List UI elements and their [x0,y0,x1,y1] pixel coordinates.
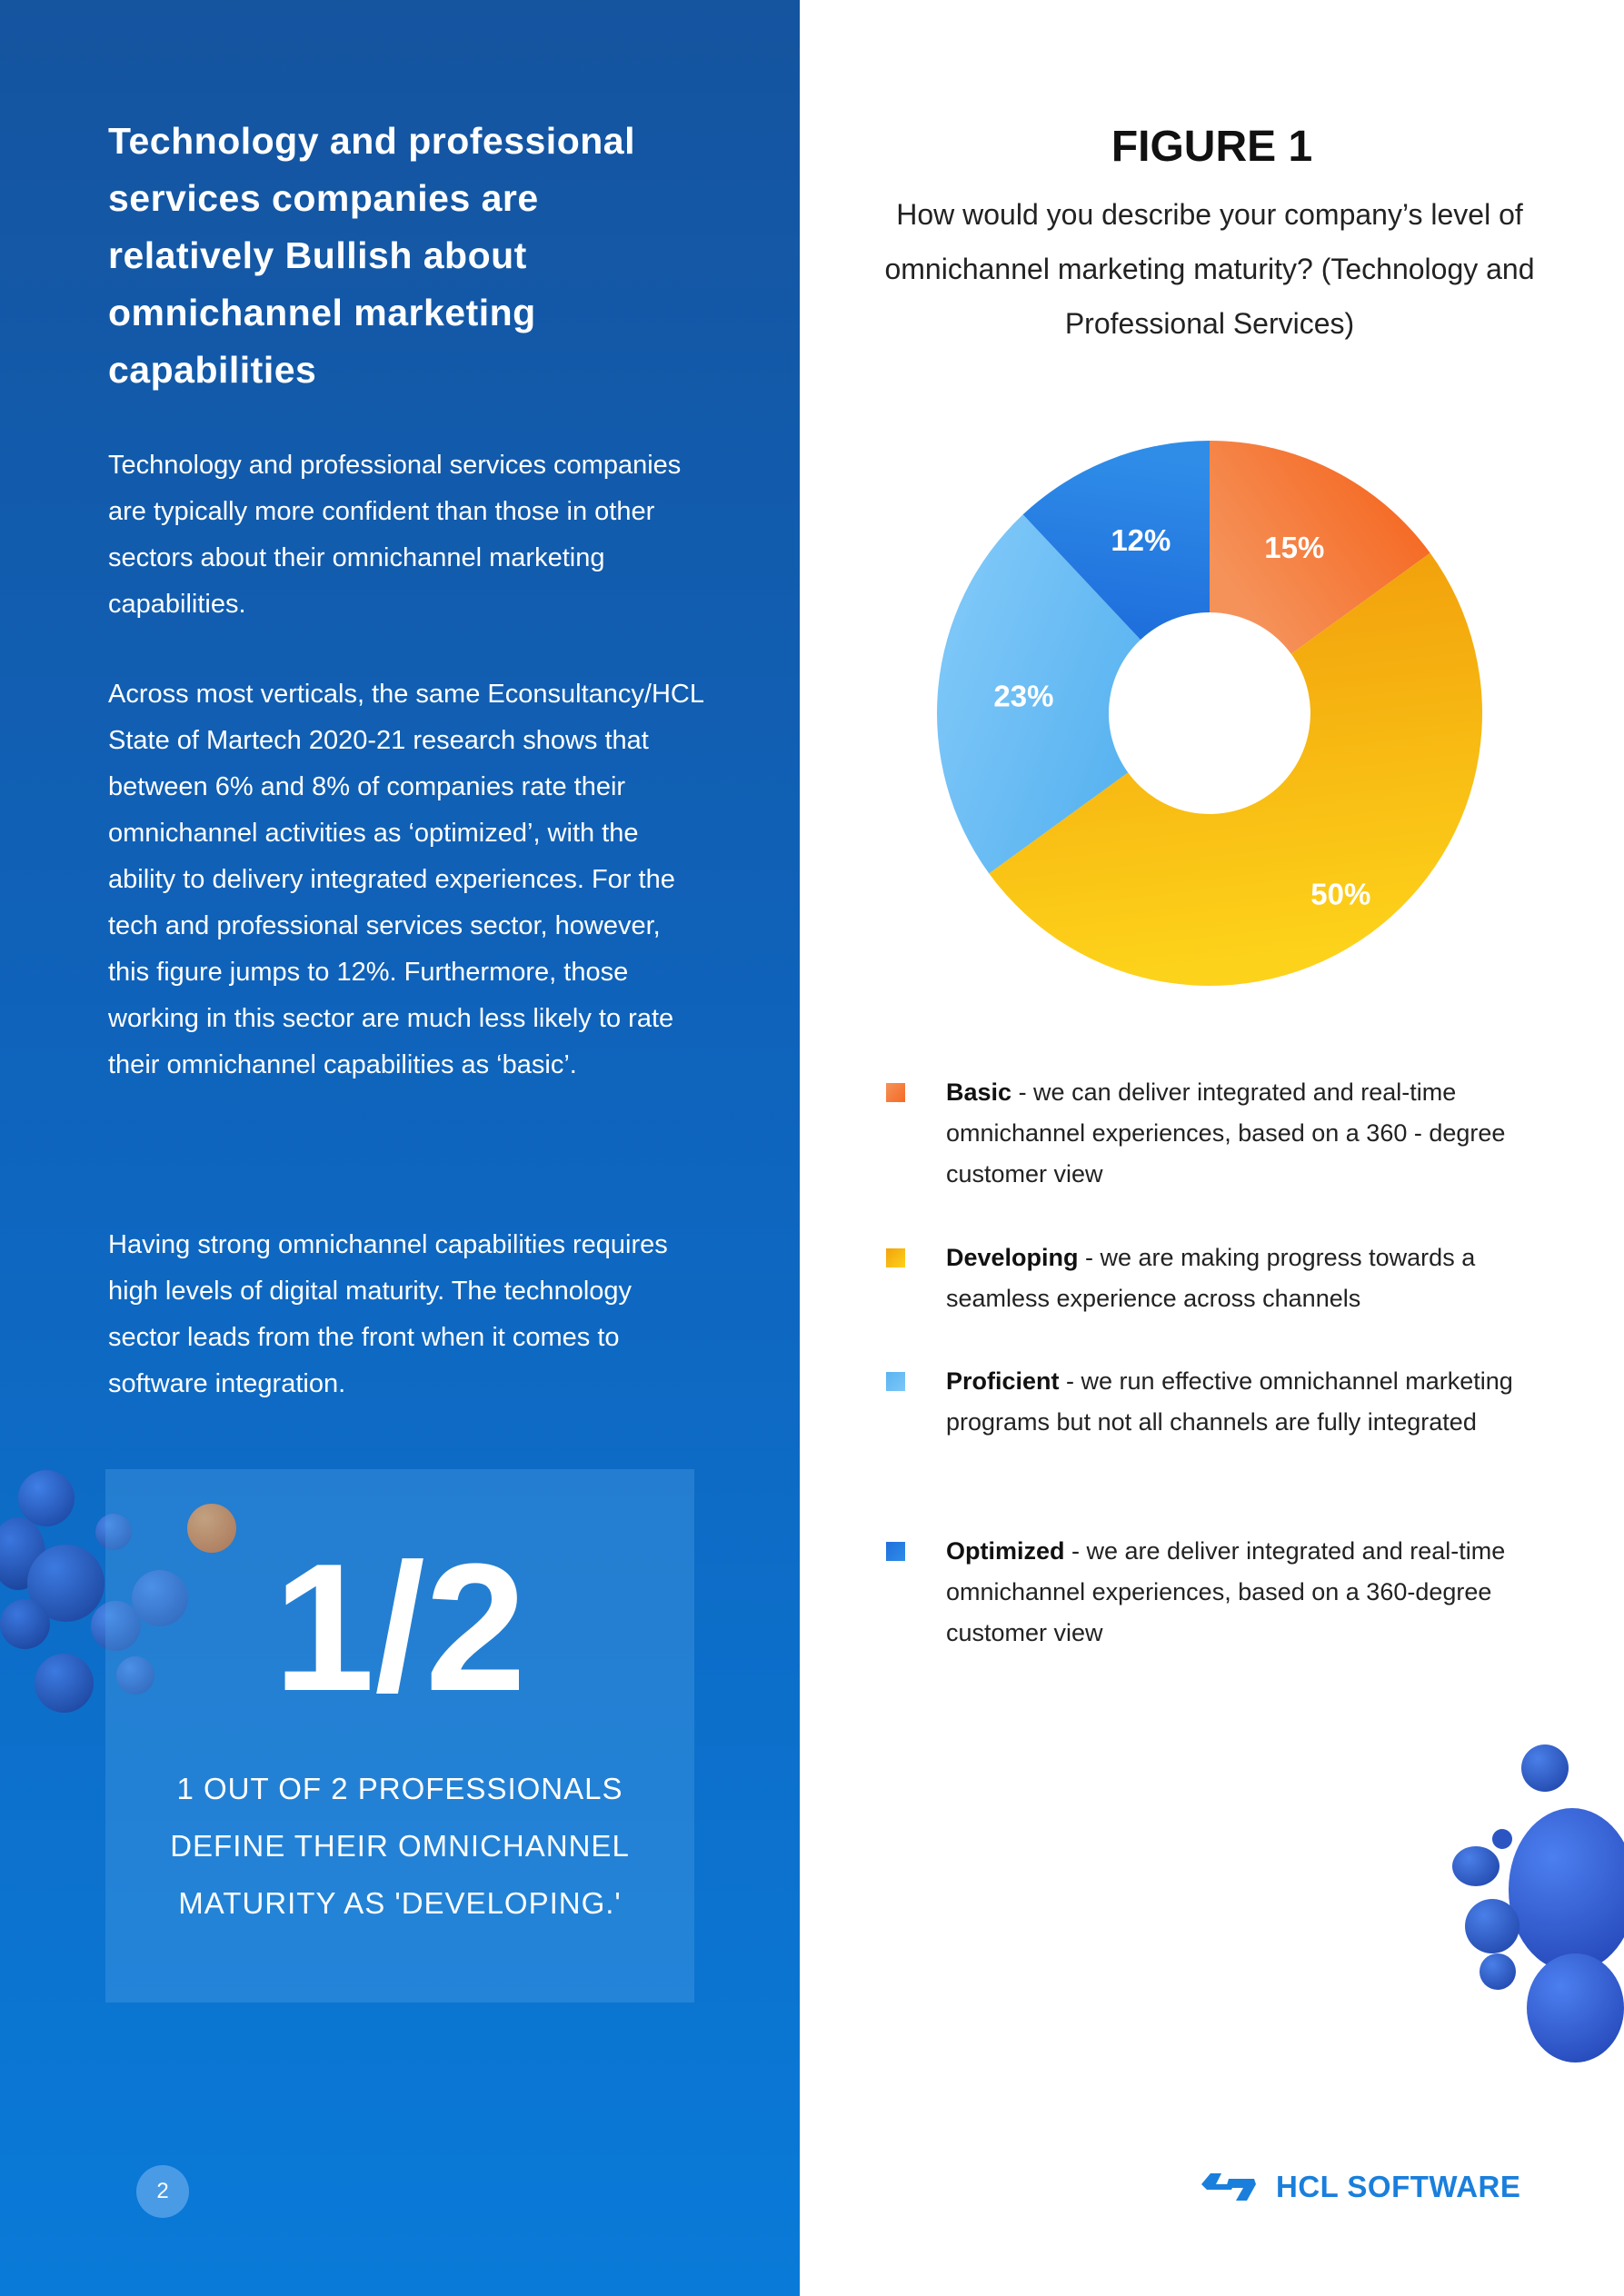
figure-title: FIGURE 1 [1111,123,1313,171]
legend-item-developing: Developing - we are making progress towa… [886,1237,1540,1319]
data-label-optimized: 12% [1111,523,1171,557]
section-heading: Technology and professional services com… [108,120,635,391]
hcl-software-logo: HCL SOFTWARE [1201,2170,1520,2204]
stat-caption: 1 OUT OF 2 PROFESSIONALS DEFINE THEIR OM… [105,1760,694,1932]
data-label-basic: 15% [1264,531,1324,564]
legend-description: - we run effective omnichannel marketing… [946,1367,1513,1436]
stat-number: 1/2 [273,1526,527,1729]
legend-item-optimized: Optimized - we are deliver integrated an… [886,1531,1540,1654]
slice-proficient [937,514,1141,874]
data-label-developing: 50% [1310,878,1370,911]
legend-swatch [886,1372,905,1391]
legend-label: Optimized [946,1537,1065,1565]
legend-swatch [886,1248,905,1267]
donut-chart: 15% 50% 23% 12% [937,441,1482,986]
paragraph-1: Technology and professional services com… [108,451,682,619]
legend-item-basic: Basic - we can deliver integrated and re… [886,1072,1540,1195]
legend-swatch [886,1083,905,1102]
legend-label: Proficient [946,1367,1060,1395]
legend-item-proficient: Proficient - we run effective omnichanne… [886,1361,1540,1443]
legend-description: - we are deliver integrated and real-tim… [946,1537,1506,1646]
left-panel: Technology and professional services com… [0,0,800,2296]
legend-label: Developing [946,1244,1079,1271]
stat-callout: 1/2 1 OUT OF 2 PROFESSIONALS DEFINE THEI… [105,1469,694,2003]
legend-label: Basic [946,1078,1012,1106]
logo-text: HCL SOFTWARE [1276,2170,1521,2203]
legend-description: - we are making progress towards a seaml… [946,1244,1476,1312]
slice-basic [1210,441,1430,654]
figure-subtitle: How would you describe your company’s le… [884,198,1535,340]
hcl-logo-icon [1201,2173,1256,2201]
data-label-proficient: 23% [993,680,1053,713]
paragraph-2: Across most verticals, the same Econsult… [108,680,703,1079]
page-number: 2 [136,2165,189,2218]
legend-swatch [886,1542,905,1561]
paragraph-3: Having strong omnichannel capabilities r… [108,1230,668,1398]
slice-optimized [1022,441,1210,641]
slice-developing [989,552,1482,986]
legend-description: - we can deliver integrated and real-tim… [946,1078,1506,1188]
stat-caption-text: 1 OUT OF 2 PROFESSIONALS DEFINE THEIR OM… [170,1772,630,1920]
